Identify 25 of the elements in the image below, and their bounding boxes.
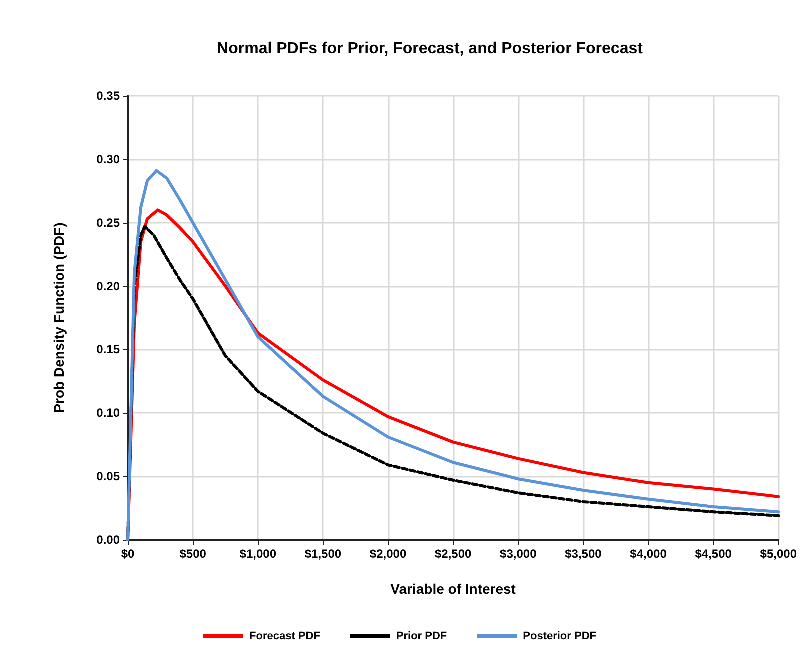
legend-label: Prior PDF <box>396 630 448 642</box>
x-axis-title: Variable of Interest <box>390 581 516 597</box>
x-tick-label: $2,000 <box>370 547 407 561</box>
x-tick-label: $4,000 <box>630 547 668 561</box>
y-tick-label: 0.10 <box>96 406 120 420</box>
y-tick-label: 0.05 <box>96 470 120 484</box>
x-tick-label: $1,000 <box>240 547 277 561</box>
y-tick-label: 0.35 <box>96 89 120 103</box>
y-tick-label: 0.20 <box>96 279 120 294</box>
y-tick-label: 0.15 <box>96 342 120 357</box>
x-tick-label: $3,500 <box>565 547 602 561</box>
x-tick-label: $500 <box>180 547 207 561</box>
y-axis-title: Prob Density Function (PDF) <box>51 222 67 414</box>
x-tick-label: $0 <box>121 547 135 561</box>
chart-title: Normal PDFs for Prior, Forecast, and Posterior Forecast <box>217 40 644 58</box>
x-tick-label: $3,000 <box>500 547 538 561</box>
y-tick-label: 0.30 <box>96 152 120 166</box>
legend-label: Posterior PDF <box>523 630 597 642</box>
x-tick-label: $2,500 <box>434 547 472 561</box>
x-tick-label: $4,500 <box>695 547 732 561</box>
y-tick-label: 0.25 <box>96 216 120 230</box>
legend-label: Forecast PDF <box>250 630 321 642</box>
x-tick-label: $1,500 <box>304 547 342 561</box>
x-tick-label: $5,000 <box>760 547 798 561</box>
y-tick-label: 0.00 <box>96 533 120 547</box>
